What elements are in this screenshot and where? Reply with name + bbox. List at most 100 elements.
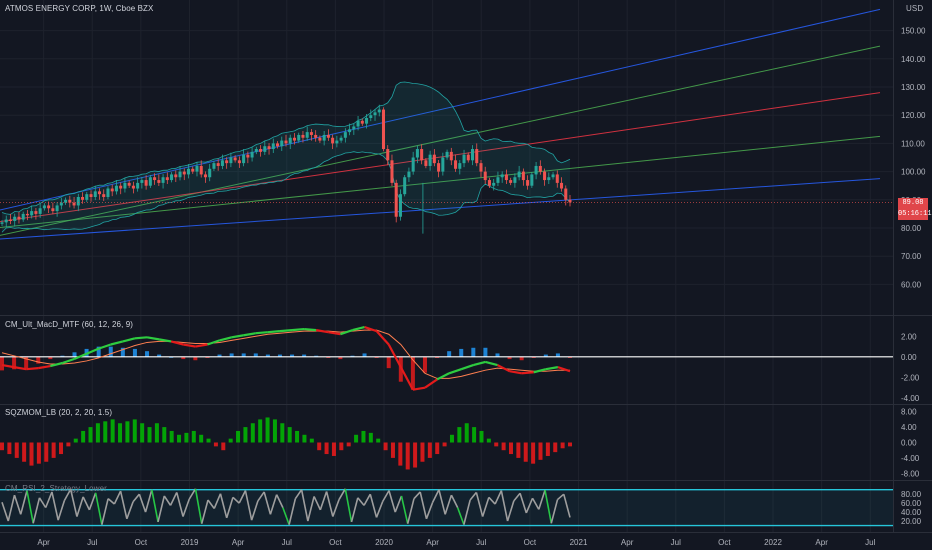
squeeze-momentum-bar [250,423,255,443]
candle-body [309,132,313,135]
candle-body [242,154,246,164]
y-tick-label: 20.00 [901,517,922,526]
x-tick-label: Oct [329,538,342,547]
candle-body [284,140,288,144]
squeeze-momentum-bar [228,438,233,443]
y-tick-label: -8.00 [901,469,920,478]
squeeze-momentum-bar [59,442,64,455]
candle-body [220,160,224,166]
squeeze-momentum-bar [147,427,152,443]
candle-body [140,180,144,183]
candle-body [165,177,169,181]
macd-line-segment [328,331,341,336]
macd-histogram-bar [422,356,427,373]
rsi-line-segment [319,491,328,511]
rsi-line-segment [44,491,53,508]
rsi-line-segment [26,490,34,524]
y-tick-label: 120.00 [901,111,926,120]
candle-body [462,154,466,164]
squeeze-momentum-bar [516,442,521,458]
macd-histogram-bar [338,356,343,360]
x-tick-label: 2019 [181,538,199,547]
candle-body [68,199,72,203]
rsi-line-segment [481,497,490,517]
candle-body [492,182,496,186]
last-price-badge: 89.08 [898,198,928,209]
macd-histogram-bar [36,356,41,364]
candle-body [34,211,38,214]
rsi-line-segment [288,498,297,525]
candle-body [276,143,280,147]
candle-body [543,171,547,181]
rsi-line-segment [406,498,415,524]
y-tick-label: -4.00 [901,394,920,403]
macd-line-segment [134,336,148,340]
candle-body [547,177,551,181]
squeeze-momentum-bar [501,442,506,451]
macd-line-segment [38,364,51,370]
squeeze-momentum-bar [36,442,41,464]
squeeze-indicator-title[interactable]: SQZMOM_LB (20, 2, 20, 1.5) [5,408,113,417]
candle-body [521,171,525,181]
rsi-line-segment [325,491,334,517]
rsi-band-fill [0,489,893,526]
candle-body [233,157,237,161]
candle-body [560,182,564,189]
rsi-line-segment [357,497,365,506]
rsi-line-segment [338,488,346,500]
squeeze-momentum-bar [22,442,27,462]
rsi-line-segment [7,494,16,522]
regression-channel-line [0,135,881,229]
squeeze-momentum-bar [295,430,300,443]
candle-body [59,202,63,206]
macd-histogram-bar [290,354,295,357]
macd-histogram-bar [108,346,113,357]
rsi-line-segment [232,496,240,504]
rsi-line-segment [300,489,309,522]
macd-indicator-title[interactable]: CM_Ult_MacD_MTF (60, 12, 26, 9) [5,320,134,329]
squeeze-momentum-bar [398,442,403,466]
macd-histogram-bar [459,348,464,357]
rsi-line-segment [275,494,284,508]
rsi-line-segment [538,489,546,510]
candle-body [64,199,68,203]
macd-histogram-bar [193,356,198,361]
rsi-line-segment [32,497,41,524]
macd-histogram-bar [132,348,137,357]
candle-body [280,140,284,147]
squeeze-momentum-bar [361,430,366,443]
macd-histogram-bar [362,353,367,357]
candle-body [301,134,305,138]
rsi-line-segment [363,493,371,506]
rsi-line-segment [194,488,203,524]
squeeze-momentum-bar [568,442,572,447]
rsi-line-segment [344,488,353,523]
candle-body [305,132,309,138]
bar-countdown-badge: 05:16:11 [898,209,932,220]
macd-histogram-bar [265,354,270,357]
rsi-line-segment [94,492,103,525]
rsi-line-segment [463,499,471,525]
regression-channel-line [0,45,881,236]
candle-body [271,143,275,150]
rsi-line-segment [431,489,440,503]
candle-body [487,180,491,186]
y-tick-label: 2.00 [901,332,917,341]
candle-body [415,149,419,158]
macd-histogram-bar [96,346,101,357]
candle-body [136,182,140,189]
candle-body [89,194,93,197]
rsi-line-segment [282,507,290,525]
squeeze-momentum-bar [457,427,462,443]
candle-body [38,208,42,214]
squeeze-momentum-bar [442,442,447,447]
candle-body [475,149,479,164]
squeeze-momentum-bar [413,442,418,468]
squeeze-momentum-bar [479,430,484,443]
squeeze-momentum-bar [538,442,543,460]
rsi-line-segment [456,507,465,525]
macd-line-segment [86,347,100,355]
rsi-indicator-title[interactable]: CM_RSI_2_Strategy_Lower [5,484,107,493]
candle-body [352,126,356,130]
